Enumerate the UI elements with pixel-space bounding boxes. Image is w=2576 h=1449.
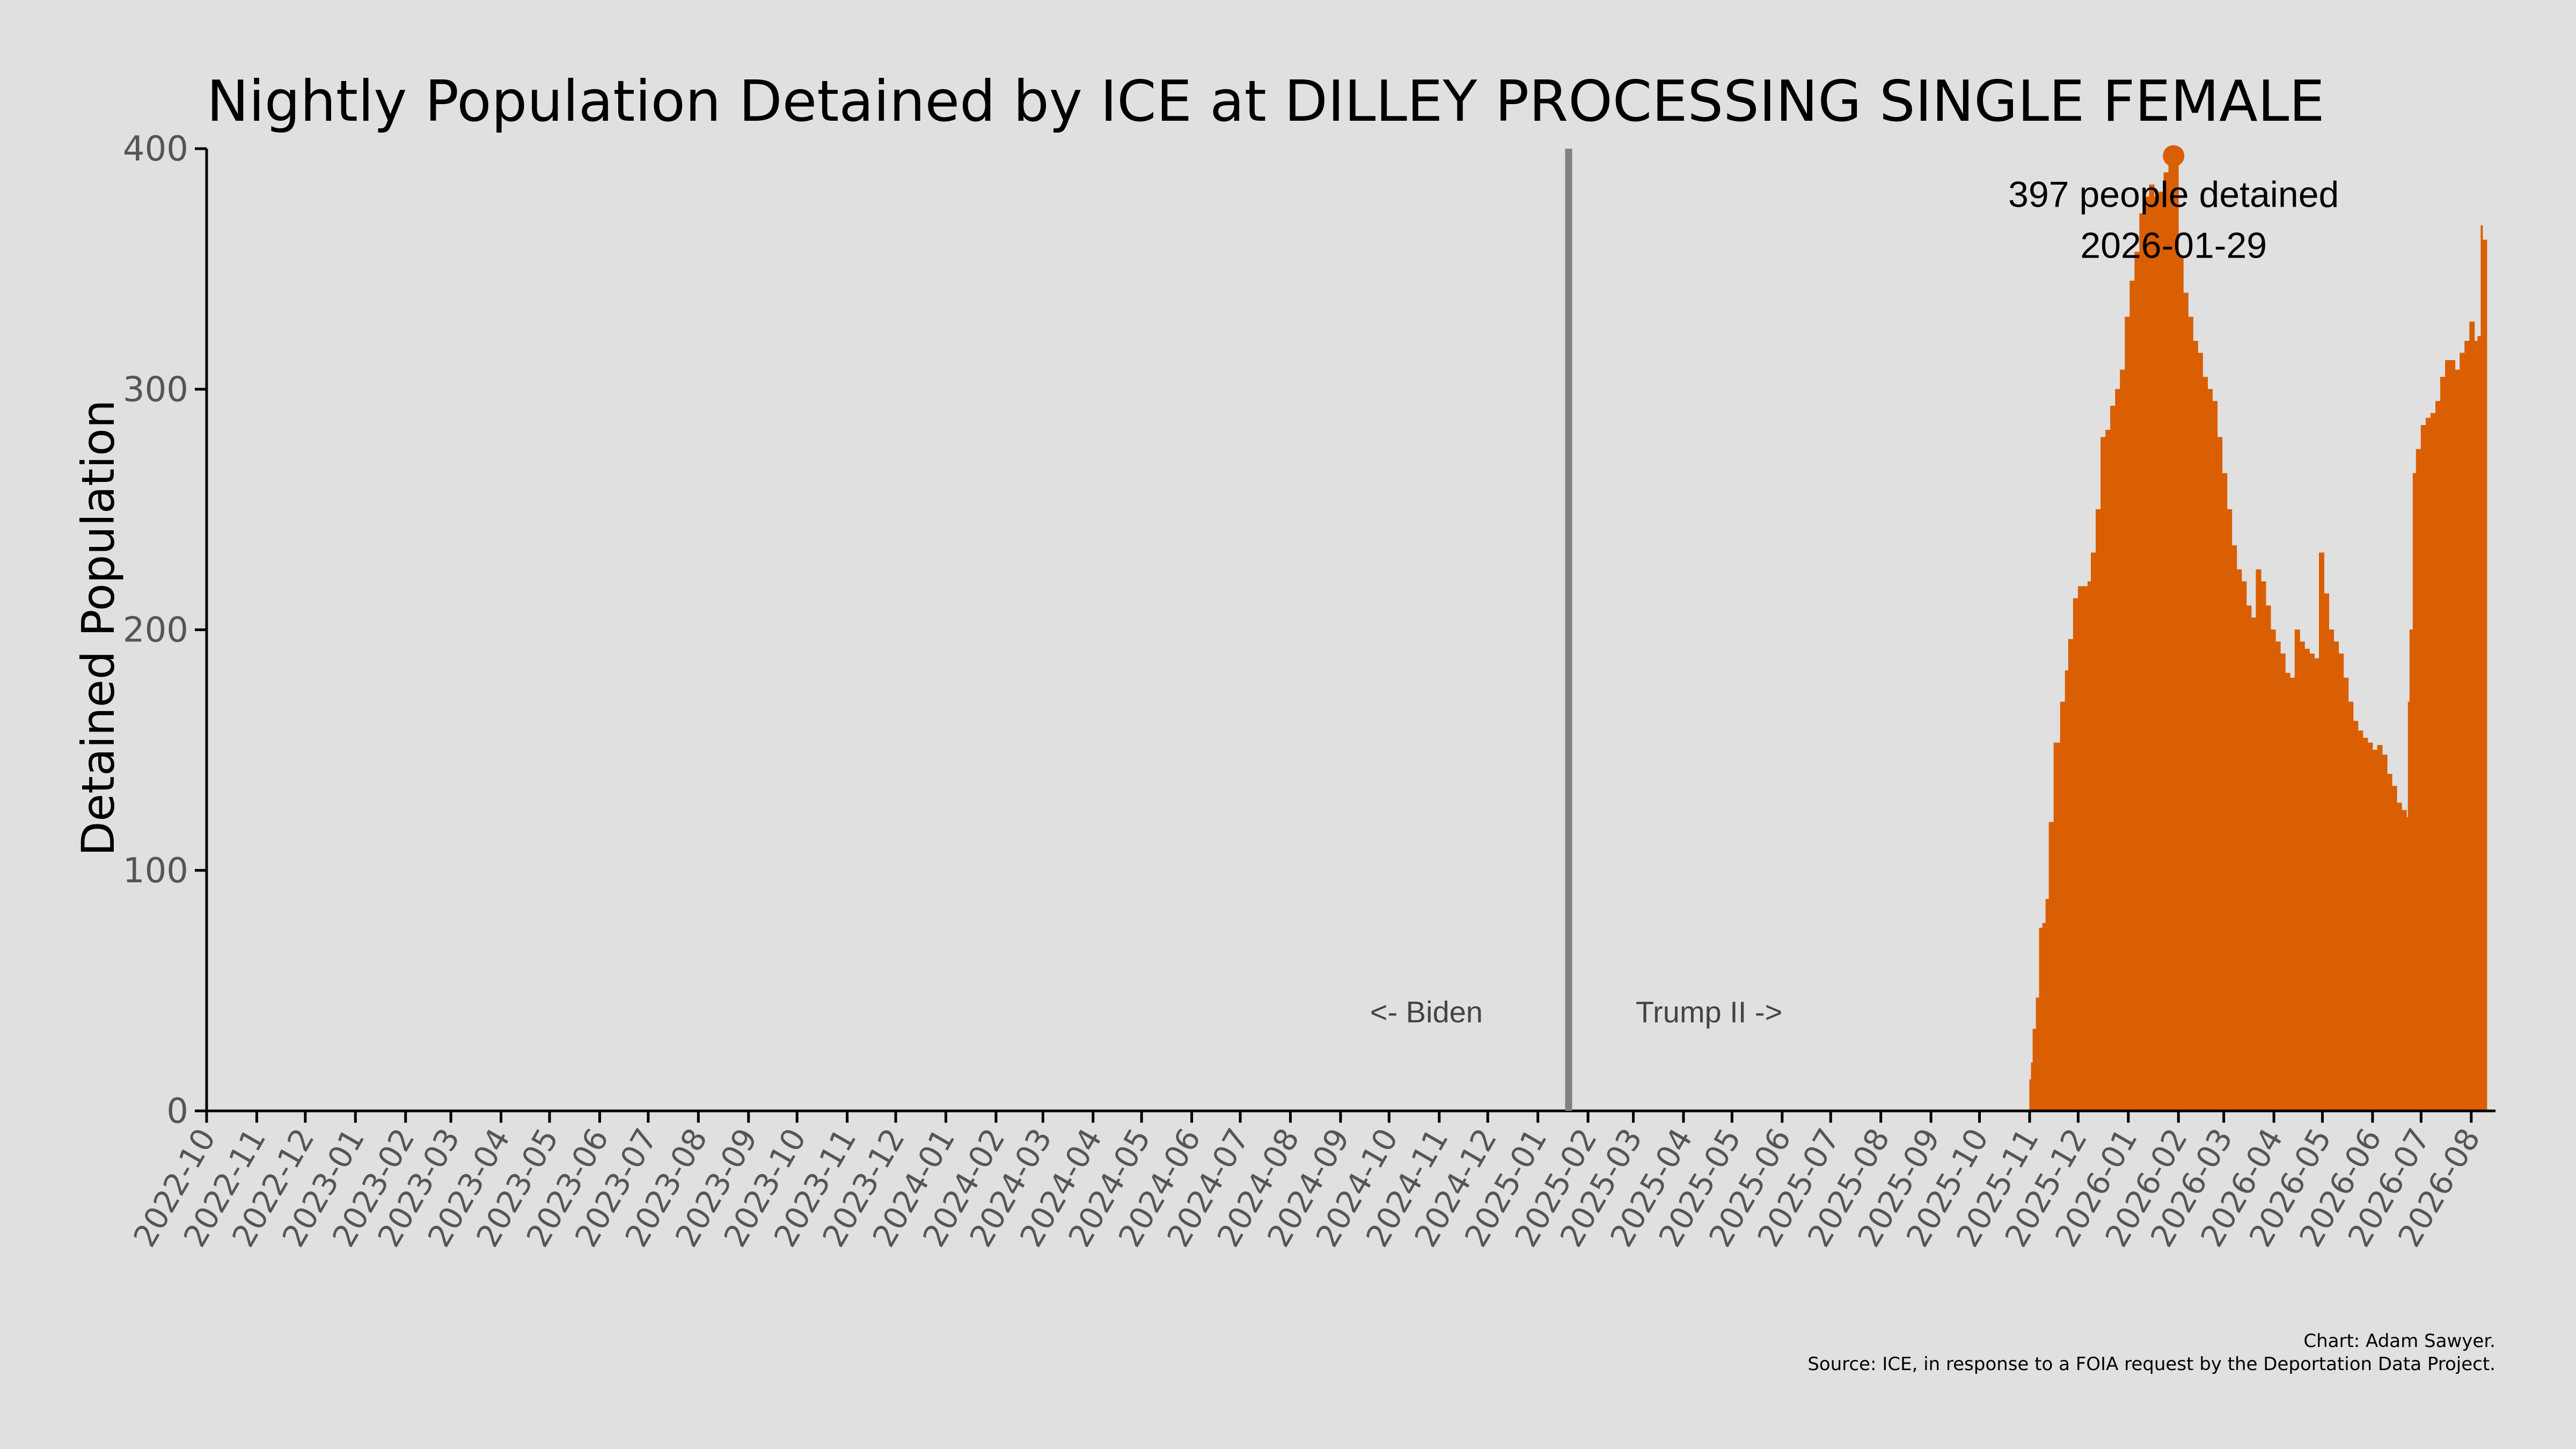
- y-tick-label: 100: [123, 851, 188, 891]
- chart-title: Nightly Population Detained by ICE at DI…: [207, 69, 2325, 134]
- chart-credit: Chart: Adam Sawyer.: [2303, 1330, 2496, 1352]
- y-axis-label: Detained Population: [72, 400, 125, 856]
- x-ticks: 2022-102022-112022-122023-012023-022023-…: [126, 1111, 2487, 1253]
- biden-era-label: <- Biden: [1370, 995, 1483, 1029]
- y-ticks: 0 100 200 300 400: [123, 129, 207, 1131]
- y-tick-label: 0: [166, 1092, 188, 1131]
- area-series: [2029, 155, 2487, 1111]
- trump-era-label: Trump II ->: [1636, 995, 1782, 1029]
- chart-source: Source: ICE, in response to a FOIA reque…: [1807, 1353, 2496, 1375]
- y-tick-label: 300: [123, 370, 188, 409]
- y-tick-label: 200: [123, 611, 188, 650]
- series-area: [2029, 155, 2487, 1111]
- peak-annotation-count: 397 people detained: [2008, 174, 2339, 215]
- peak-annotation-date: 2026-01-29: [2080, 225, 2267, 266]
- peak-marker: [2163, 145, 2185, 167]
- y-tick-label: 400: [123, 129, 188, 169]
